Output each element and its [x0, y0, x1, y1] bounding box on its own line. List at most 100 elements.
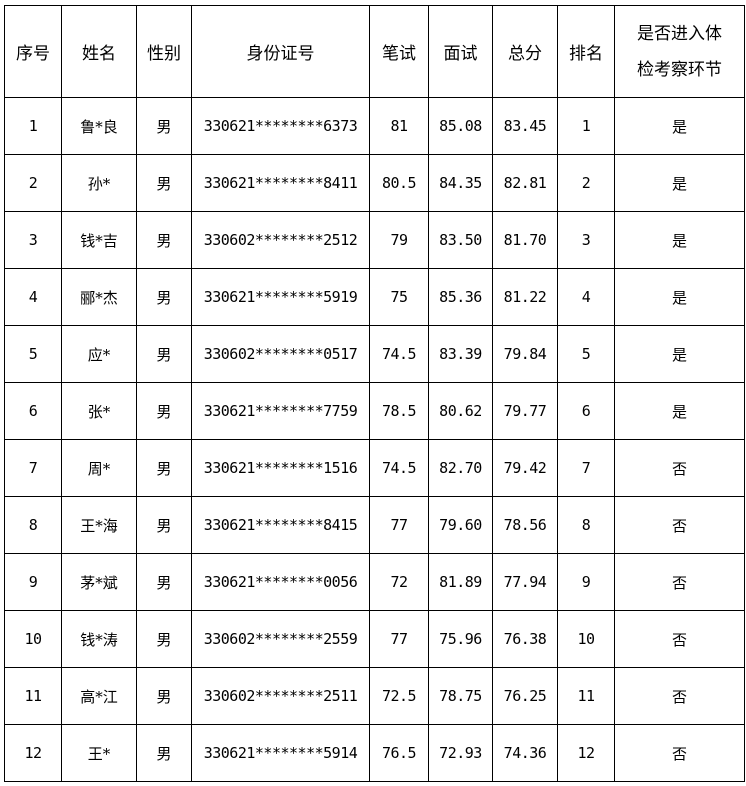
table-row: 4 郦*杰男 330621********5919 75 85.36 81.22 4 是: [4, 268, 745, 326]
row-advance: 否: [614, 553, 745, 611]
row-rank: 9: [557, 553, 615, 611]
row-total: 78.56: [492, 496, 558, 554]
row-gender: 男: [136, 724, 192, 782]
table-row: 2 孙* 男 330621********8411 80.5 84.35 82.81 2 是: [4, 154, 745, 212]
row-total: 77.94: [492, 553, 558, 611]
row-id-number: 330621********8411: [191, 154, 370, 212]
row-index: 5: [4, 325, 62, 383]
row-name: 王*: [61, 724, 137, 782]
header-name: 姓名: [61, 5, 137, 98]
table-row: 10 钱*涛男 330602********2559 77 75.96 76.38 10 否: [4, 610, 745, 668]
results-table: 序号 姓名 性别 身份证号 笔试 面试 总分 排名 是否进入体检考察环节 1 鲁*…: [4, 5, 745, 782]
row-rank: 8: [557, 496, 615, 554]
row-interview: 81.89: [428, 553, 493, 611]
row-total: 83.45: [492, 97, 558, 155]
row-id-number: 330621********6373: [191, 97, 370, 155]
row-written: 75: [369, 268, 429, 326]
row-gender: 男: [136, 268, 192, 326]
row-index: 10: [4, 610, 62, 668]
row-rank: 6: [557, 382, 615, 440]
table-row: 9 茅*斌男 330621********0056 72 81.89 77.94 9 否: [4, 553, 745, 611]
row-id-number: 330621********7759: [191, 382, 370, 440]
row-advance: 是: [614, 382, 745, 440]
row-id-number: 330602********2511: [191, 667, 370, 725]
row-gender: 男: [136, 610, 192, 668]
row-total: 76.38: [492, 610, 558, 668]
row-interview: 80.62: [428, 382, 493, 440]
row-written: 77: [369, 496, 429, 554]
table-row: 1 鲁*良男 330621********6373 81 85.08 83.45 1 是: [4, 97, 745, 155]
table-row: 6 张* 男 330621********7759 78.5 80.62 79.77 6 是: [4, 382, 745, 440]
row-advance: 是: [614, 97, 745, 155]
row-index: 6: [4, 382, 62, 440]
row-index: 12: [4, 724, 62, 782]
row-advance: 否: [614, 724, 745, 782]
row-id-number: 330602********2559: [191, 610, 370, 668]
row-name: 钱*吉: [61, 211, 137, 269]
row-interview: 78.75: [428, 667, 493, 725]
row-gender: 男: [136, 667, 192, 725]
row-id-number: 330621********8415: [191, 496, 370, 554]
row-name: 孙*: [61, 154, 137, 212]
row-total: 74.36: [492, 724, 558, 782]
row-name: 周*: [61, 439, 137, 497]
row-total: 82.81: [492, 154, 558, 212]
row-id-number: 330602********2512: [191, 211, 370, 269]
row-advance: 否: [614, 610, 745, 668]
row-index: 1: [4, 97, 62, 155]
row-written: 72.5: [369, 667, 429, 725]
row-gender: 男: [136, 553, 192, 611]
table-row: 12 王* 男 330621********5914 76.5 72.93 74.36 12 否: [4, 724, 745, 782]
row-name: 高*江: [61, 667, 137, 725]
row-index: 7: [4, 439, 62, 497]
row-gender: 男: [136, 211, 192, 269]
header-advance: 是否进入体检考察环节: [614, 5, 745, 98]
row-interview: 75.96: [428, 610, 493, 668]
row-interview: 85.08: [428, 97, 493, 155]
header-total: 总分: [492, 5, 558, 98]
row-written: 81: [369, 97, 429, 155]
row-index: 9: [4, 553, 62, 611]
row-written: 78.5: [369, 382, 429, 440]
row-written: 72: [369, 553, 429, 611]
row-gender: 男: [136, 439, 192, 497]
row-advance: 否: [614, 667, 745, 725]
row-written: 80.5: [369, 154, 429, 212]
header-row: 序号 姓名 性别 身份证号 笔试 面试 总分 排名 是否进入体检考察环节: [4, 5, 745, 98]
row-written: 79: [369, 211, 429, 269]
row-written: 77: [369, 610, 429, 668]
row-gender: 男: [136, 382, 192, 440]
row-name: 鲁*良: [61, 97, 137, 155]
row-interview: 83.50: [428, 211, 493, 269]
header-interview: 面试: [428, 5, 493, 98]
header-index: 序号: [4, 5, 62, 98]
row-total: 81.70: [492, 211, 558, 269]
table-row: 8 王*海男 330621********8415 77 79.60 78.56 8 否: [4, 496, 745, 554]
row-name: 茅*斌: [61, 553, 137, 611]
row-id-number: 330621********0056: [191, 553, 370, 611]
row-rank: 4: [557, 268, 615, 326]
row-index: 11: [4, 667, 62, 725]
row-interview: 79.60: [428, 496, 493, 554]
row-interview: 72.93: [428, 724, 493, 782]
row-id-number: 330621********5914: [191, 724, 370, 782]
row-total: 79.42: [492, 439, 558, 497]
row-gender: 男: [136, 154, 192, 212]
header-id-number: 身份证号: [191, 5, 370, 98]
row-gender: 男: [136, 496, 192, 554]
row-rank: 2: [557, 154, 615, 212]
row-total: 79.77: [492, 382, 558, 440]
row-written: 76.5: [369, 724, 429, 782]
row-id-number: 330621********5919: [191, 268, 370, 326]
row-rank: 5: [557, 325, 615, 383]
table-row: 3 钱*吉男 330602********2512 79 83.50 81.70 3 是: [4, 211, 745, 269]
table-row: 7 周* 男 330621********1516 74.5 82.70 79.42 7 否: [4, 439, 745, 497]
row-name: 王*海: [61, 496, 137, 554]
row-advance: 是: [614, 325, 745, 383]
row-id-number: 330602********0517: [191, 325, 370, 383]
header-gender: 性别: [136, 5, 192, 98]
row-total: 76.25: [492, 667, 558, 725]
table-row: 5 应* 男 330602********0517 74.5 83.39 79.84 5 是: [4, 325, 745, 383]
row-advance: 否: [614, 496, 745, 554]
row-advance: 是: [614, 211, 745, 269]
